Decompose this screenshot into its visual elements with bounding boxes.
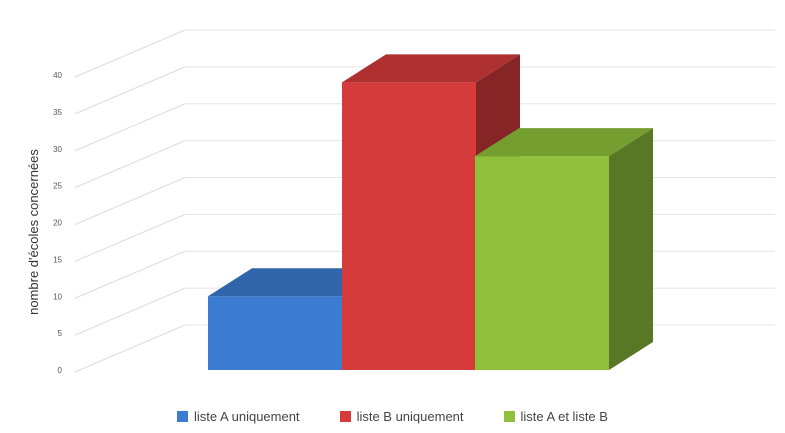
y-tick-label: 35 (53, 108, 62, 117)
y-tick-label: 15 (53, 255, 62, 264)
legend-swatch-2 (339, 410, 351, 422)
bar-top (342, 54, 520, 83)
bar-front (208, 296, 342, 370)
legend-item-3: liste A et liste B (503, 408, 608, 424)
y-tick-label: 0 (58, 366, 63, 375)
gridline-diag (74, 250, 186, 299)
y-tick-label: 30 (53, 145, 62, 154)
y-tick-label: 5 (58, 329, 63, 338)
y-tick-label: 10 (53, 292, 62, 301)
y-tick-label: 25 (53, 182, 62, 191)
legend-label-3: liste A et liste B (520, 408, 608, 424)
gridline-diag (74, 177, 186, 225)
gridline-diag (74, 66, 186, 115)
gridline-diag (74, 324, 186, 373)
y-tick-label: 20 (53, 219, 62, 228)
gridline-diag (74, 29, 186, 78)
legend-label-1: liste A uniquement (194, 408, 300, 424)
legend-label-2: liste B uniquement (356, 408, 464, 424)
legend-item-2: liste B uniquement (339, 408, 464, 424)
y-axis-ticks: 0 5 10 15 20 25 30 35 40 (53, 71, 62, 375)
bar-top (208, 268, 386, 297)
legend-swatch-1 (177, 410, 189, 422)
gridline-diag (74, 140, 186, 189)
legend: liste A uniquement liste B uniquement li… (0, 404, 785, 428)
legend-swatch-3 (503, 410, 515, 422)
bar-front (475, 156, 609, 370)
y-axis-label: nombre d'écoles concernées (26, 149, 41, 315)
bars (208, 54, 653, 370)
y-tick-label: 40 (53, 71, 62, 80)
legend-item-1: liste A uniquement (177, 409, 300, 424)
bar-side (609, 128, 653, 370)
bar-top (475, 128, 653, 157)
bar-front (342, 82, 476, 370)
bar-3 (475, 128, 653, 370)
gridline-diag (74, 103, 186, 152)
gridline-diag (74, 213, 186, 262)
gridline-diag (74, 287, 186, 336)
